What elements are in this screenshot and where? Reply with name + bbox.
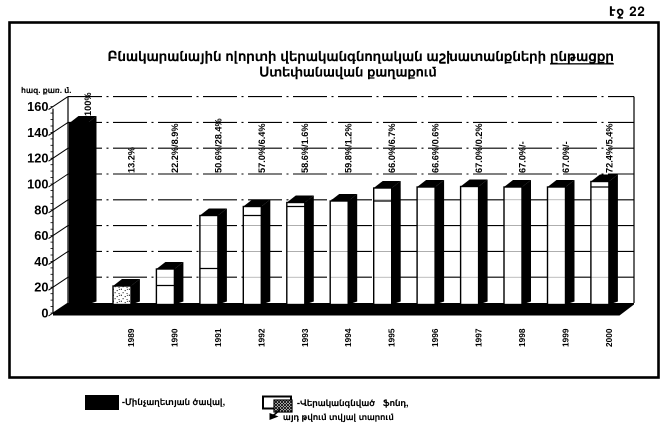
svg-text:1996: 1996 [430,328,440,347]
svg-text:1999: 1999 [561,328,571,347]
svg-text:57.0%/6.4%: 57.0%/6.4% [257,123,267,173]
svg-text:1998: 1998 [517,328,527,347]
svg-text:1997: 1997 [474,328,484,347]
svg-text:59.8%/1.2%: 59.8%/1.2% [344,123,354,173]
svg-text:20: 20 [34,280,48,295]
svg-text:140: 140 [27,125,48,140]
svg-text:80: 80 [34,202,48,217]
svg-text:66.0%/6.7%: 66.0%/6.7% [387,123,397,173]
svg-text:22.2%/8.9%: 22.2%/8.9% [170,123,180,173]
svg-text:67.0%/-: 67.0%/- [561,141,571,173]
svg-text:2000: 2000 [604,328,614,347]
svg-text:0: 0 [41,306,48,321]
svg-text:1991: 1991 [213,328,223,347]
svg-text:100%: 100% [83,93,93,117]
svg-text:1992: 1992 [256,328,266,347]
svg-text:58.6%/1.6%: 58.6%/1.6% [300,123,310,173]
svg-text:60: 60 [34,228,48,243]
svg-text:66.6%/0.6%: 66.6%/0.6% [431,123,441,173]
svg-text:13.2%: 13.2% [126,147,136,173]
svg-text:1995: 1995 [387,328,397,347]
svg-text:100: 100 [27,177,48,192]
svg-text:67.0%/-: 67.0%/- [518,141,528,173]
svg-text:1993: 1993 [300,328,310,347]
svg-text:40: 40 [34,254,48,269]
svg-text:50.6%/28.4%: 50.6%/28.4% [213,118,223,173]
svg-text:67.0%/0.2%: 67.0%/0.2% [474,123,484,173]
svg-text:160: 160 [27,99,48,114]
svg-text:1990: 1990 [169,328,179,347]
svg-text:120: 120 [27,151,48,166]
svg-text:72.4%/5.4%: 72.4%/5.4% [604,123,614,173]
svg-text:1994: 1994 [343,328,353,347]
svg-text:1989: 1989 [126,328,136,347]
